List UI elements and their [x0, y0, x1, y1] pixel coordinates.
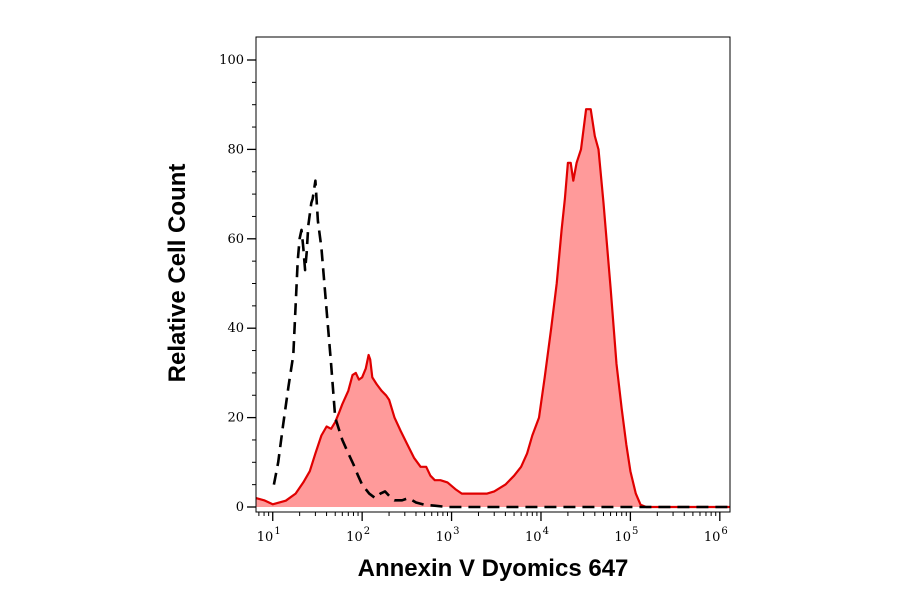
series-layer [255, 108, 730, 509]
y-tick-label-60: 60 [227, 232, 244, 247]
x-tick-label-6: 106 [704, 526, 728, 545]
series-0-line [255, 108, 730, 509]
y-tick-label-100: 100 [219, 53, 244, 68]
y-axis-title: Relative Cell Count [164, 164, 191, 383]
x-tick-label-2: 102 [346, 526, 370, 545]
y-tick-label-40: 40 [227, 321, 244, 336]
x-tick-label-5: 105 [614, 526, 638, 545]
x-axis-title: Annexin V Dyomics 647 [358, 555, 629, 582]
axis-layer: 0 20 40 60 80 100 101 102 103 104 105 106 [219, 53, 728, 545]
x-tick-label-4: 104 [525, 526, 549, 545]
series-0-fill [256, 109, 730, 507]
x-tick-label-1: 101 [257, 526, 281, 545]
y-tick-label-80: 80 [227, 142, 244, 157]
y-tick-label-20: 20 [227, 411, 244, 426]
series-1-line [272, 179, 730, 509]
x-tick-label-3: 103 [436, 526, 460, 545]
y-tick-label-0: 0 [236, 500, 244, 515]
plot-frame [255, 36, 731, 513]
